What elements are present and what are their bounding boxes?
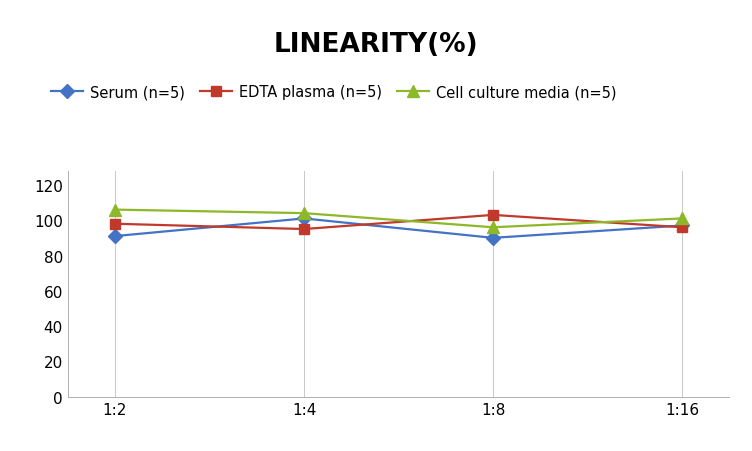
EDTA plasma (n=5) [111, 221, 120, 227]
Text: LINEARITY(%): LINEARITY(%) [274, 32, 478, 58]
Cell culture media (n=5) [489, 225, 498, 230]
EDTA plasma (n=5) [299, 227, 308, 232]
Line: Serum (n=5): Serum (n=5) [110, 214, 687, 243]
Serum (n=5) [111, 234, 120, 239]
Legend: Serum (n=5), EDTA plasma (n=5), Cell culture media (n=5): Serum (n=5), EDTA plasma (n=5), Cell cul… [45, 79, 622, 106]
Serum (n=5) [489, 235, 498, 241]
EDTA plasma (n=5) [489, 213, 498, 218]
Cell culture media (n=5) [678, 216, 687, 221]
Line: EDTA plasma (n=5): EDTA plasma (n=5) [110, 211, 687, 235]
Cell culture media (n=5) [111, 207, 120, 213]
Line: Cell culture media (n=5): Cell culture media (n=5) [109, 205, 688, 233]
Cell culture media (n=5) [299, 211, 308, 216]
EDTA plasma (n=5) [678, 225, 687, 230]
Serum (n=5) [299, 216, 308, 221]
Serum (n=5) [678, 223, 687, 229]
